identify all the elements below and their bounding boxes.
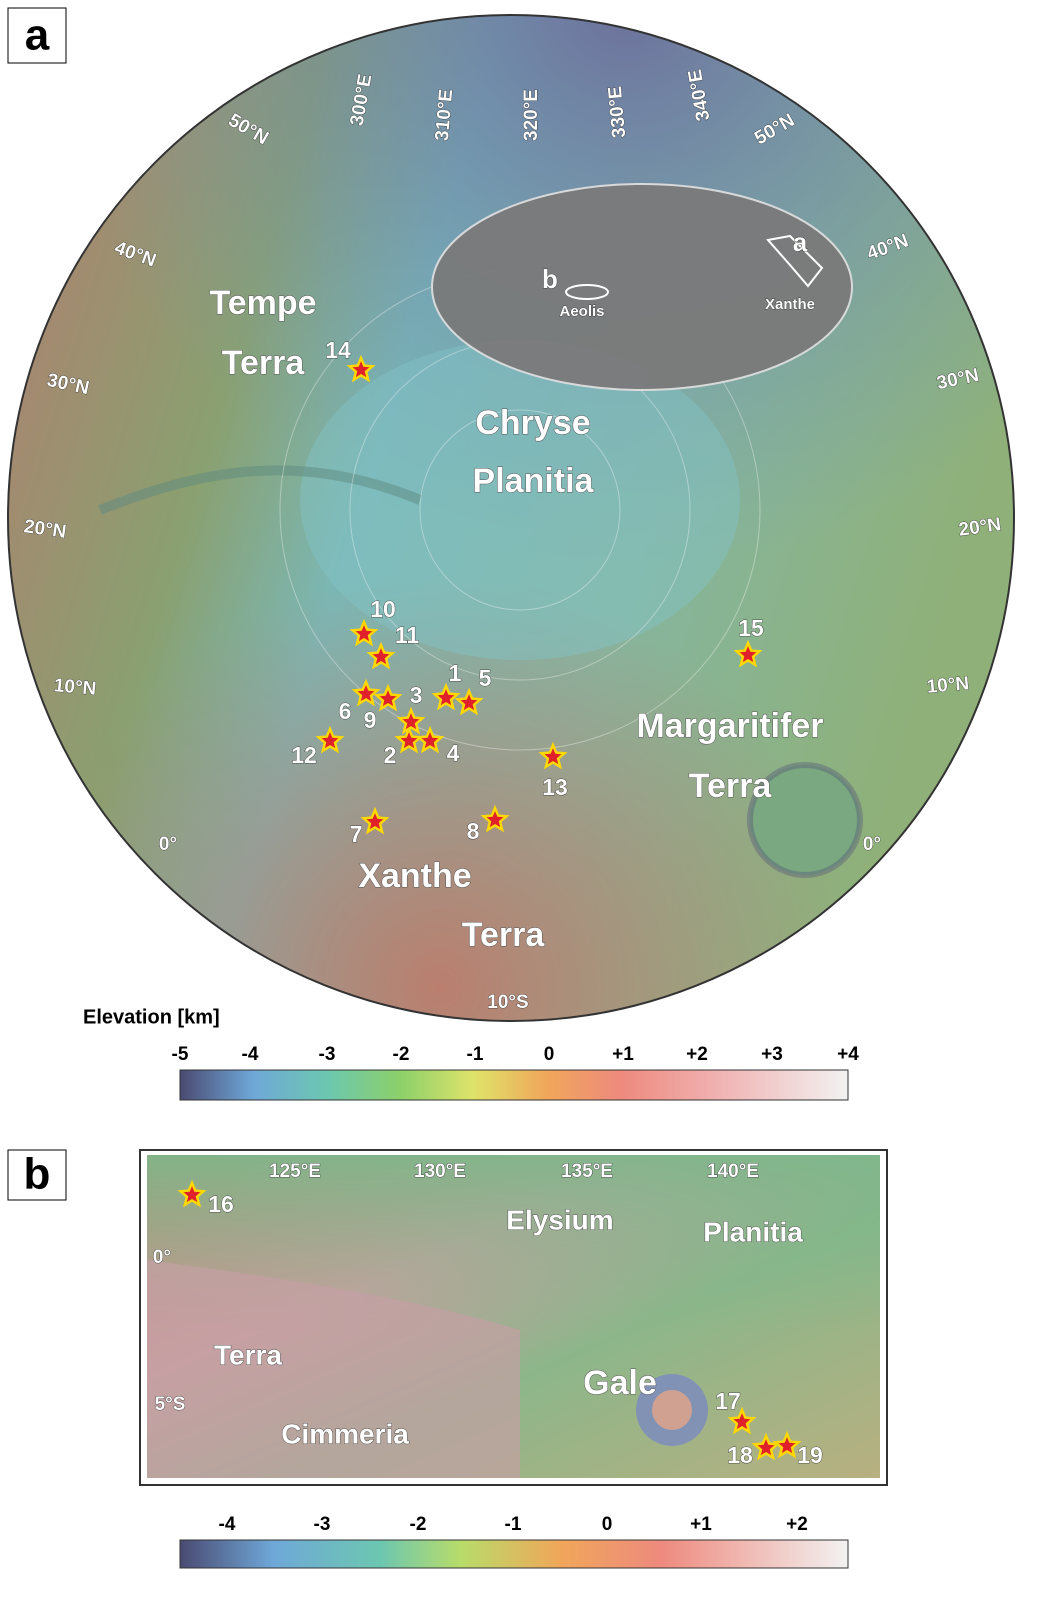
region-label: Terra: [222, 344, 306, 382]
latitude-label: 0°: [159, 834, 177, 855]
colorbar-tick-label: -3: [314, 1514, 331, 1535]
site-label: 7: [350, 821, 363, 847]
site-label: 11: [395, 622, 420, 648]
region-label: Xanthe: [358, 857, 471, 895]
site-label: 12: [291, 742, 317, 768]
site-label: 1: [449, 660, 462, 686]
site-label: 15: [738, 615, 764, 641]
longitude-label: 320°E: [521, 89, 542, 141]
region-label: Planitia: [703, 1216, 803, 1247]
site-label: 13: [542, 774, 568, 800]
site-label: 17: [715, 1388, 741, 1414]
site-label: 9: [364, 707, 377, 733]
colorbar-tick-label: +2: [686, 1044, 708, 1065]
longitude-label: 140°E: [707, 1161, 759, 1182]
region-label: Cimmeria: [281, 1418, 409, 1449]
colorbar-tick-label: 0: [544, 1044, 555, 1065]
panel-label: a: [25, 11, 50, 60]
region-label: Gale: [583, 1364, 657, 1402]
colorbar-tick-label: +1: [690, 1514, 712, 1535]
colorbar-tick-label: +4: [837, 1044, 859, 1065]
colorbar-tick-label: 0: [602, 1514, 613, 1535]
panel-label: b: [24, 1150, 51, 1199]
inset-label: b: [542, 264, 558, 294]
colorbar-tick-label: +1: [612, 1044, 634, 1065]
inset-label: a: [793, 227, 808, 257]
site-label: 14: [325, 337, 351, 363]
colorbar-tick-label: +2: [786, 1514, 808, 1535]
site-label: 18: [727, 1442, 753, 1468]
colorbar-title: Elevation [km]: [83, 1006, 220, 1028]
colorbar-tick-label: -5: [172, 1044, 189, 1065]
region-label: Terra: [689, 767, 773, 805]
region-label: Tempe: [209, 284, 316, 322]
inset-label: Aeolis: [559, 303, 604, 320]
site-label: 2: [384, 742, 397, 768]
region-label: Margaritifer: [636, 707, 823, 745]
map-a: [0, 0, 1045, 1040]
site-label: 8: [467, 818, 480, 844]
inset-map: [432, 184, 852, 390]
site-label: 4: [447, 740, 460, 766]
latitude-label: 10°N: [926, 673, 970, 698]
colorbar-tick-label: -1: [467, 1044, 484, 1065]
site-label: 6: [339, 698, 352, 724]
figure: a50°N40°N30°N20°N10°N0°50°N40°N30°N20°N1…: [0, 0, 1045, 1623]
latitude-label: 5°S: [155, 1394, 186, 1415]
site-label: 3: [410, 682, 423, 708]
latitude-label: 10°N: [53, 675, 97, 700]
colorbar-tick-label: -1: [505, 1514, 522, 1535]
colorbar: [180, 1070, 848, 1100]
longitude-label: 135°E: [561, 1161, 613, 1182]
region-label: Planitia: [473, 462, 595, 500]
site-label: 10: [370, 596, 396, 622]
latitude-label: 10°S: [487, 992, 528, 1013]
site-label: 5: [479, 665, 492, 691]
region-label: Elysium: [506, 1204, 613, 1235]
longitude-label: 130°E: [414, 1161, 466, 1182]
site-label: 19: [797, 1442, 823, 1468]
colorbar-tick-label: -3: [319, 1044, 336, 1065]
site-label: 16: [208, 1191, 234, 1217]
inset-label: Xanthe: [765, 296, 815, 313]
latitude-label: 0°: [863, 834, 881, 855]
latitude-label: 0°: [153, 1247, 171, 1268]
colorbar-tick-label: +3: [761, 1044, 783, 1065]
longitude-label: 125°E: [269, 1161, 321, 1182]
region-label: Terra: [214, 1339, 282, 1370]
region-label: Chryse: [475, 404, 590, 442]
colorbar: [180, 1540, 848, 1568]
colorbar-tick-label: -4: [242, 1044, 259, 1065]
colorbar-tick-label: -2: [410, 1514, 427, 1535]
region-label: Terra: [462, 916, 546, 954]
colorbar-tick-label: -2: [393, 1044, 410, 1065]
colorbar-tick-label: -4: [219, 1514, 236, 1535]
